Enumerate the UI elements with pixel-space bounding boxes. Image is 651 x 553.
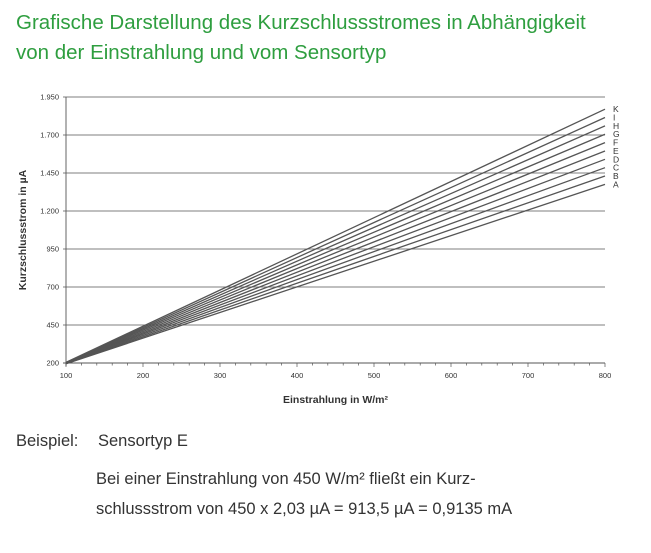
- x-tick-label: 400: [291, 371, 304, 380]
- series-line-f: [65, 141, 606, 364]
- series-label-k: K: [613, 104, 619, 114]
- x-tick-label: 300: [214, 371, 227, 380]
- chart-title: Grafische Darstellung des Kurzschlussstr…: [16, 8, 646, 68]
- series-label-b: B: [613, 171, 619, 181]
- y-tick-label: 200: [46, 359, 59, 368]
- series-label-i: I: [613, 113, 615, 123]
- x-tick-label: 500: [368, 371, 381, 380]
- series-label-f: F: [613, 138, 618, 148]
- series-label-c: C: [613, 163, 619, 173]
- y-tick-label: 450: [46, 321, 59, 330]
- series-line-b: [65, 175, 606, 365]
- y-tick-label: 1.200: [40, 207, 59, 216]
- series-line-h: [65, 125, 606, 364]
- series-line-k: [65, 108, 606, 363]
- series-label-g: G: [613, 129, 620, 139]
- example-label: Beispiel:: [16, 432, 79, 450]
- example-text-line-1: Bei einer Einstrahlung von 450 W/m² flie…: [96, 470, 476, 488]
- series-label-e: E: [613, 146, 619, 156]
- y-tick-label: 1.450: [40, 169, 59, 178]
- title-line-2: von der Einstrahlung und vom Sensortyp: [16, 41, 387, 64]
- grid: [63, 96, 605, 364]
- x-tick-label: 800: [599, 371, 612, 380]
- x-tick-label: 600: [445, 371, 458, 380]
- series-lines: [65, 108, 606, 365]
- series-line-c: [65, 167, 606, 365]
- x-axis-title: Einstrahlung in W/m²: [283, 394, 388, 406]
- y-tick-label: 950: [46, 245, 59, 254]
- x-tick-label: 700: [522, 371, 535, 380]
- series-label-d: D: [613, 154, 619, 164]
- series-line-i: [65, 116, 606, 364]
- series-line-d: [65, 158, 606, 364]
- series-line-e: [65, 150, 606, 364]
- series-line-a: [65, 183, 606, 365]
- x-tick-label: 200: [137, 371, 150, 380]
- series-line-g: [65, 133, 606, 364]
- y-axis-title: Kurzschlussstrom in µA: [17, 169, 29, 290]
- title-line-1: Grafische Darstellung des Kurzschlussstr…: [16, 11, 586, 34]
- y-tick-label: 1.950: [40, 93, 59, 102]
- example-heading: Sensortyp E: [98, 432, 188, 450]
- example-text-line-2: schlussstrom von 450 x 2,03 µA = 913,5 µ…: [96, 500, 513, 518]
- series-label-h: H: [613, 121, 619, 131]
- y-tick-label: 1.700: [40, 131, 59, 140]
- axes: [63, 97, 606, 367]
- y-tick-label: 700: [46, 283, 59, 292]
- series-label-a: A: [613, 179, 619, 189]
- x-tick-label: 100: [60, 371, 73, 380]
